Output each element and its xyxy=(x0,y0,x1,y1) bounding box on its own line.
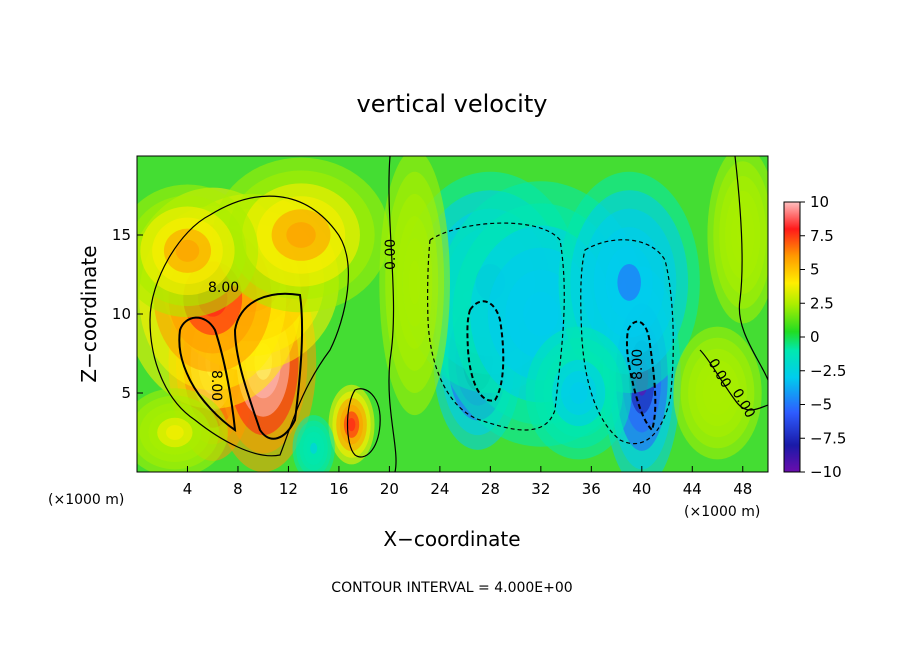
x-tick-label: 12 xyxy=(279,480,298,498)
contour-label: 8.00 xyxy=(630,349,646,380)
colorbar: 10 7.5 5 2.5 0 −2.5 −5 −7.5 −10 xyxy=(783,193,846,481)
x-tick-label: 48 xyxy=(733,480,752,498)
contour-interval-footer: CONTOUR INTERVAL = 4.000E+00 xyxy=(331,580,572,596)
x-tick-label: 4 xyxy=(183,480,193,498)
contour-label: 0.00 xyxy=(383,239,399,270)
x-tick-label: 16 xyxy=(329,480,348,498)
field-blob xyxy=(137,388,228,472)
field-blob xyxy=(558,171,700,393)
colorbar-tick-label: −7.5 xyxy=(810,429,846,447)
x-tick-label: 24 xyxy=(430,480,449,498)
y-tick-label: 10 xyxy=(112,305,131,323)
x-unit-right: (×1000 m) xyxy=(684,504,760,520)
contour-label: 8.00 xyxy=(208,370,224,401)
field-blob xyxy=(292,415,335,472)
contour-lines xyxy=(149,156,768,472)
field-blob xyxy=(673,326,762,460)
colorbar-tick-label: 5 xyxy=(810,261,820,279)
colorbar-tick-label: 2.5 xyxy=(810,294,834,312)
x-tick-label: 28 xyxy=(481,480,500,498)
colorbar-tick-label: −2.5 xyxy=(810,362,846,380)
x-axis-label: X−coordinate xyxy=(383,527,520,551)
y-tick-label: 15 xyxy=(112,226,131,244)
y-tick-label: 5 xyxy=(121,384,131,402)
x-tick-label: 32 xyxy=(531,480,550,498)
field-blob xyxy=(137,184,259,318)
colorbar-tick-label: 7.5 xyxy=(810,227,834,245)
colorbar-tick-label: 10 xyxy=(810,193,829,211)
colorbar-tick-label: 0 xyxy=(810,328,820,346)
contour-label: 8.00 xyxy=(208,280,239,296)
plot-area xyxy=(137,156,768,472)
x-tick-label: 36 xyxy=(582,480,601,498)
x-tick-label: 40 xyxy=(632,480,651,498)
colorbar-gradient xyxy=(783,201,801,473)
chart-title: vertical velocity xyxy=(357,90,548,118)
field-blob xyxy=(525,326,632,460)
colorbar-tick-label: −5 xyxy=(810,396,832,414)
x-tick-label: 20 xyxy=(380,480,399,498)
y-axis-label: Z−coordinate xyxy=(77,245,101,382)
colorbar-tick-label: −10 xyxy=(810,463,842,481)
x-tick-label: 44 xyxy=(683,480,702,498)
x-unit-left: (×1000 m) xyxy=(48,492,124,508)
field-blob xyxy=(707,156,768,324)
field-blob xyxy=(379,156,450,416)
field-blob xyxy=(212,157,390,313)
x-tick-label: 8 xyxy=(233,480,243,498)
